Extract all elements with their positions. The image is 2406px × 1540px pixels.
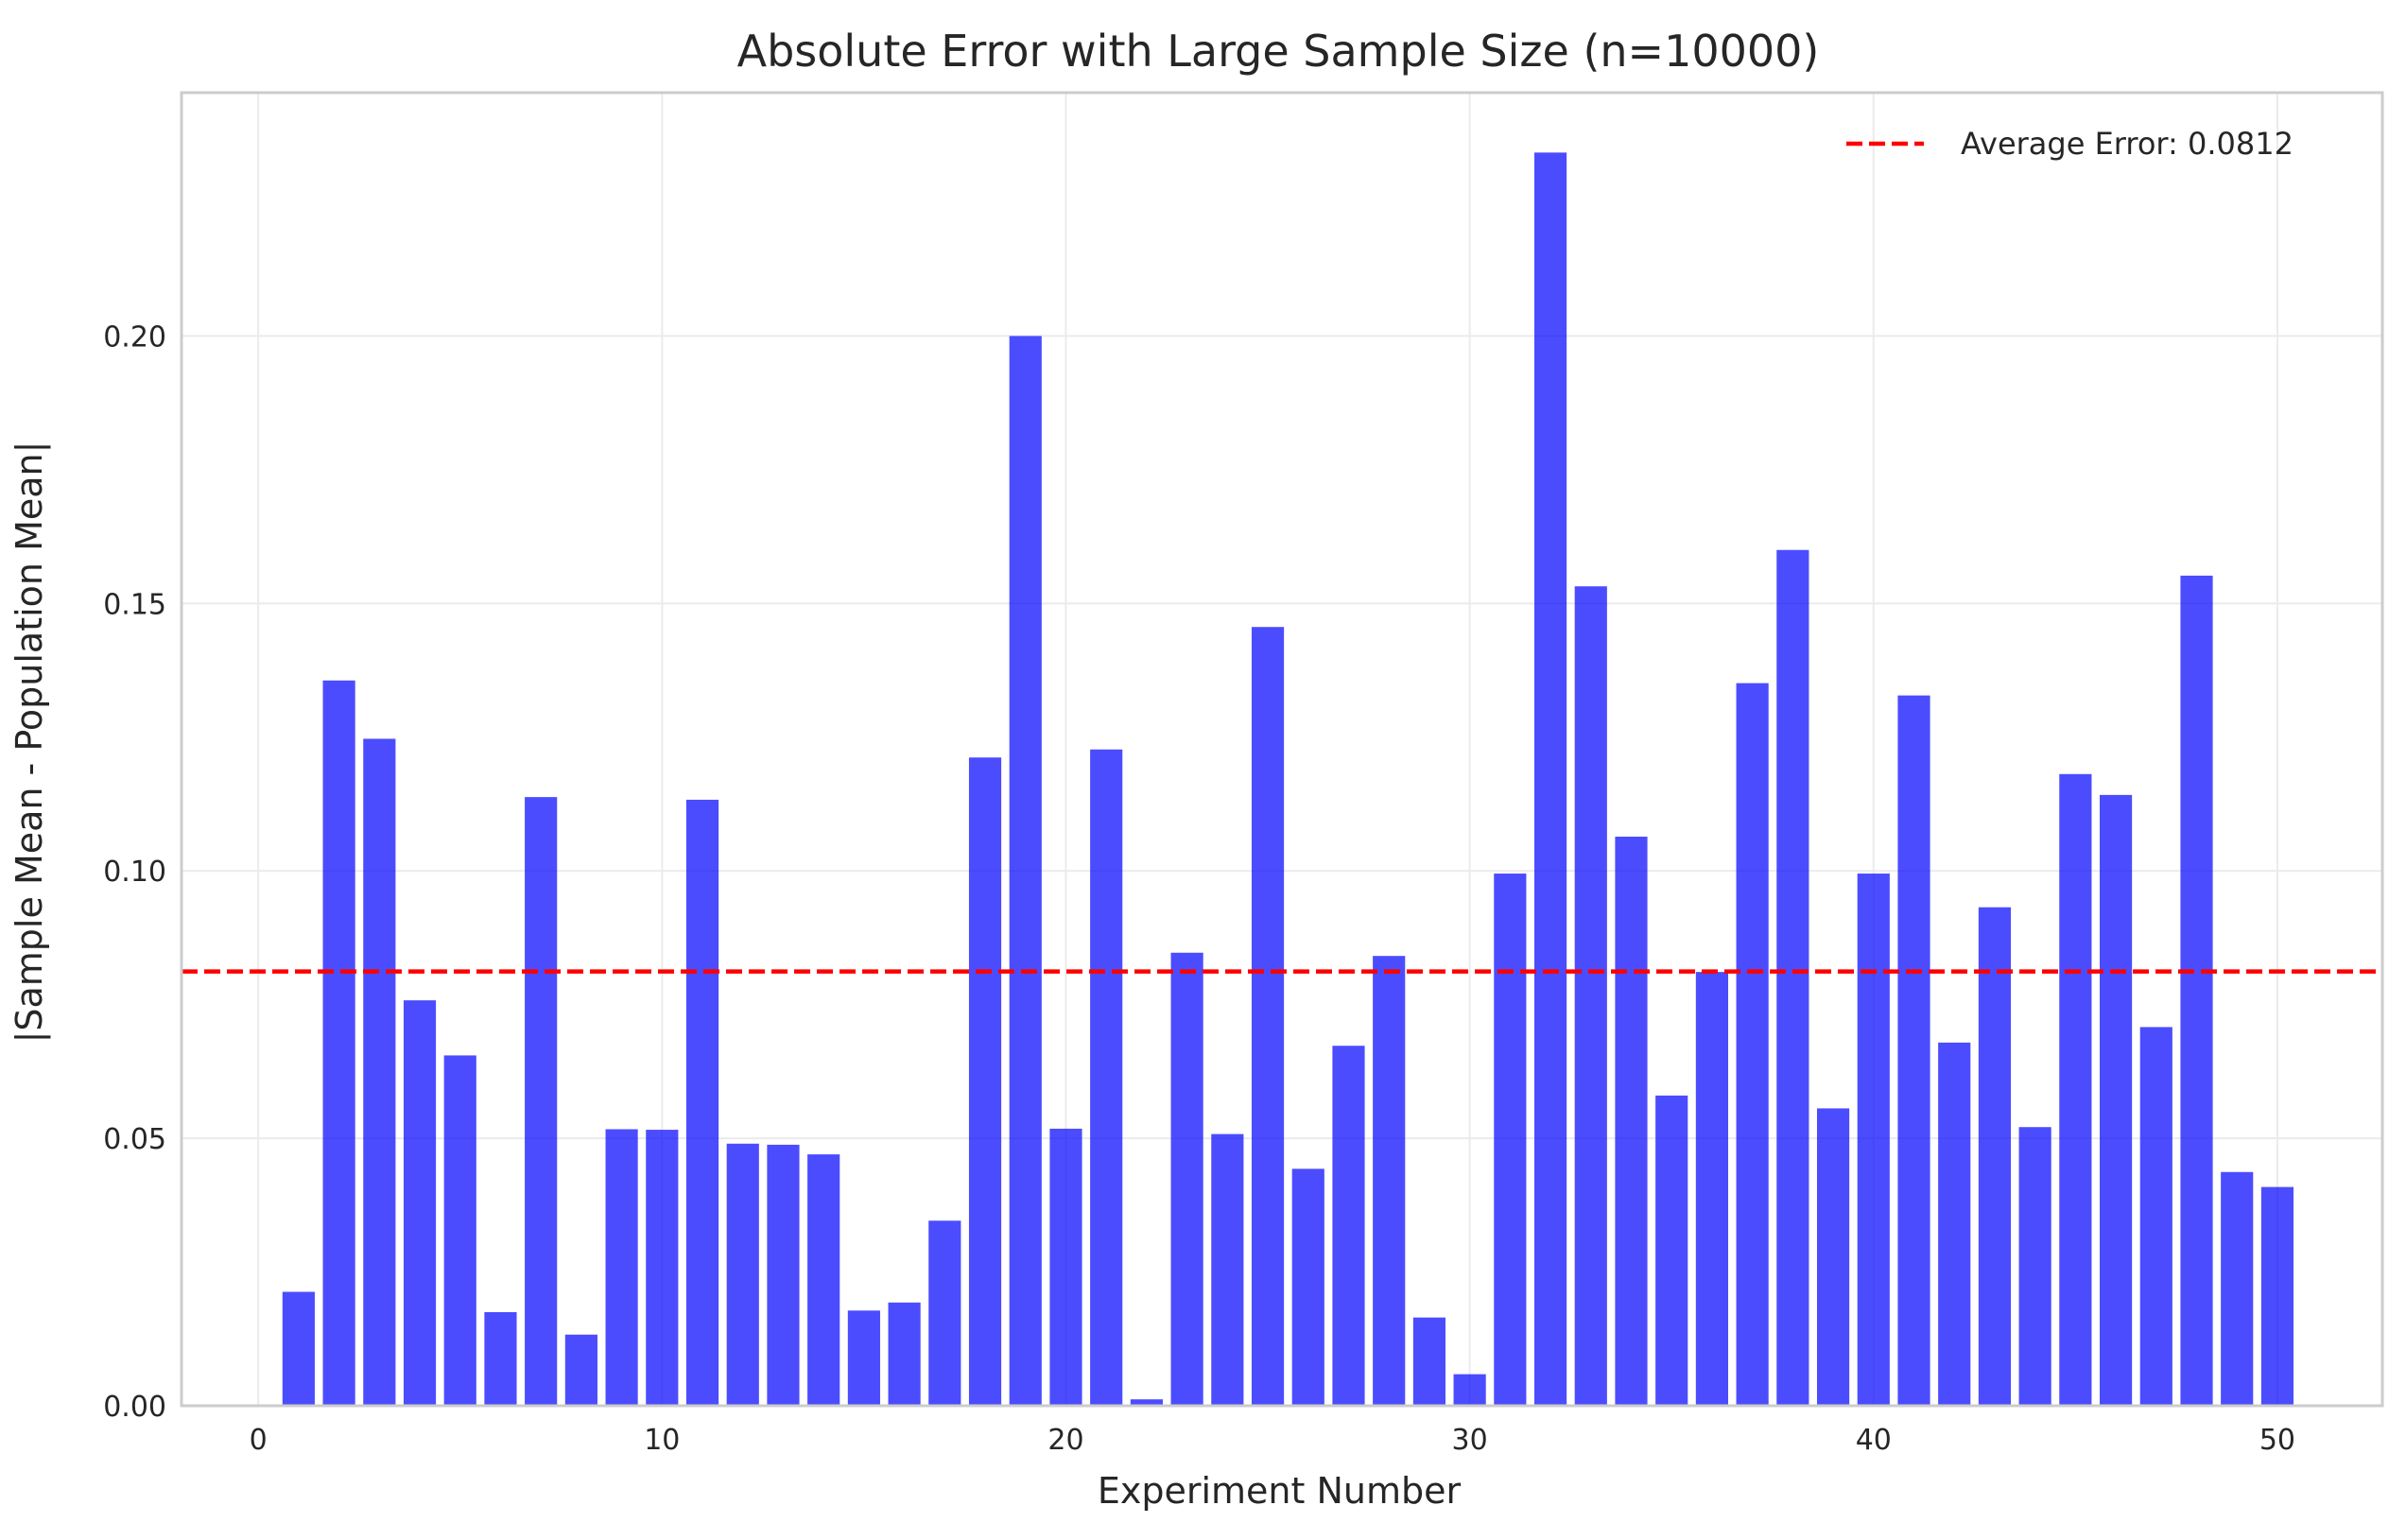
bar xyxy=(605,1129,638,1406)
bar xyxy=(2139,1027,2172,1406)
bar xyxy=(807,1154,840,1406)
x-tick-label: 30 xyxy=(1452,1424,1488,1457)
bar xyxy=(1897,695,1930,1406)
bar xyxy=(646,1130,679,1406)
bar xyxy=(525,797,558,1406)
bar xyxy=(928,1220,961,1406)
bar xyxy=(1615,837,1648,1406)
bar xyxy=(1170,952,1203,1406)
x-tick-label: 0 xyxy=(250,1424,268,1457)
bar xyxy=(1049,1128,1082,1406)
x-axis-label: Experiment Number xyxy=(1098,1470,1462,1512)
bar xyxy=(1695,972,1729,1406)
bar xyxy=(1736,683,1769,1406)
bar xyxy=(1533,152,1567,1407)
legend: Average Error: 0.0812 xyxy=(1846,126,2293,162)
bar xyxy=(2221,1171,2254,1406)
bar xyxy=(1090,749,1123,1406)
chart-title: Absolute Error with Large Sample Size (n… xyxy=(737,26,1820,77)
bar xyxy=(2018,1127,2051,1406)
tick-labels: 0 10 20 30 40 50 0.00 0.05 0.10 0.15 0.20 xyxy=(103,320,2295,1457)
bar xyxy=(685,799,719,1406)
bar xyxy=(1857,874,1890,1406)
bar xyxy=(403,1000,437,1406)
bar xyxy=(564,1334,597,1406)
x-tick-label: 10 xyxy=(644,1424,680,1457)
bar xyxy=(484,1311,517,1406)
y-tick-label: 0.05 xyxy=(103,1123,166,1156)
bar xyxy=(1211,1133,1244,1406)
bar xyxy=(1655,1095,1688,1406)
bar xyxy=(322,680,355,1406)
bar xyxy=(2099,794,2133,1406)
bar xyxy=(2180,575,2213,1406)
bar xyxy=(1574,586,1607,1406)
bar xyxy=(1453,1374,1486,1406)
x-tick-label: 40 xyxy=(1856,1424,1892,1457)
bar xyxy=(767,1144,800,1406)
x-tick-label: 20 xyxy=(1047,1424,1083,1457)
bar xyxy=(1816,1108,1850,1406)
bars xyxy=(282,152,2294,1407)
bar xyxy=(1776,549,1809,1406)
bar xyxy=(1412,1317,1445,1406)
bar xyxy=(1130,1399,1163,1406)
bar xyxy=(1251,627,1285,1406)
bar xyxy=(968,757,1002,1406)
legend-average-error-label: Average Error: 0.0812 xyxy=(1961,126,2293,162)
bar xyxy=(443,1055,476,1406)
bar xyxy=(1291,1168,1324,1406)
bar xyxy=(2260,1186,2294,1406)
bar xyxy=(2059,773,2092,1406)
bar xyxy=(1373,956,1406,1406)
bar xyxy=(1938,1042,1971,1406)
y-axis-label: |Sample Mean - Population Mean| xyxy=(9,441,51,1044)
bar xyxy=(847,1310,880,1406)
plot-frame xyxy=(180,91,2384,1408)
y-tick-label: 0.10 xyxy=(103,856,166,889)
x-tick-label: 50 xyxy=(2259,1424,2295,1457)
y-tick-label: 0.20 xyxy=(103,320,166,354)
bar xyxy=(1009,336,1042,1406)
bar xyxy=(1332,1046,1365,1406)
bar xyxy=(726,1143,759,1406)
y-tick-label: 0.15 xyxy=(103,588,166,621)
y-tick-label: 0.00 xyxy=(103,1391,166,1424)
bar xyxy=(1978,907,2012,1406)
bar xyxy=(282,1291,315,1406)
bar xyxy=(888,1302,921,1406)
bar xyxy=(363,738,396,1406)
bar xyxy=(1494,874,1527,1406)
